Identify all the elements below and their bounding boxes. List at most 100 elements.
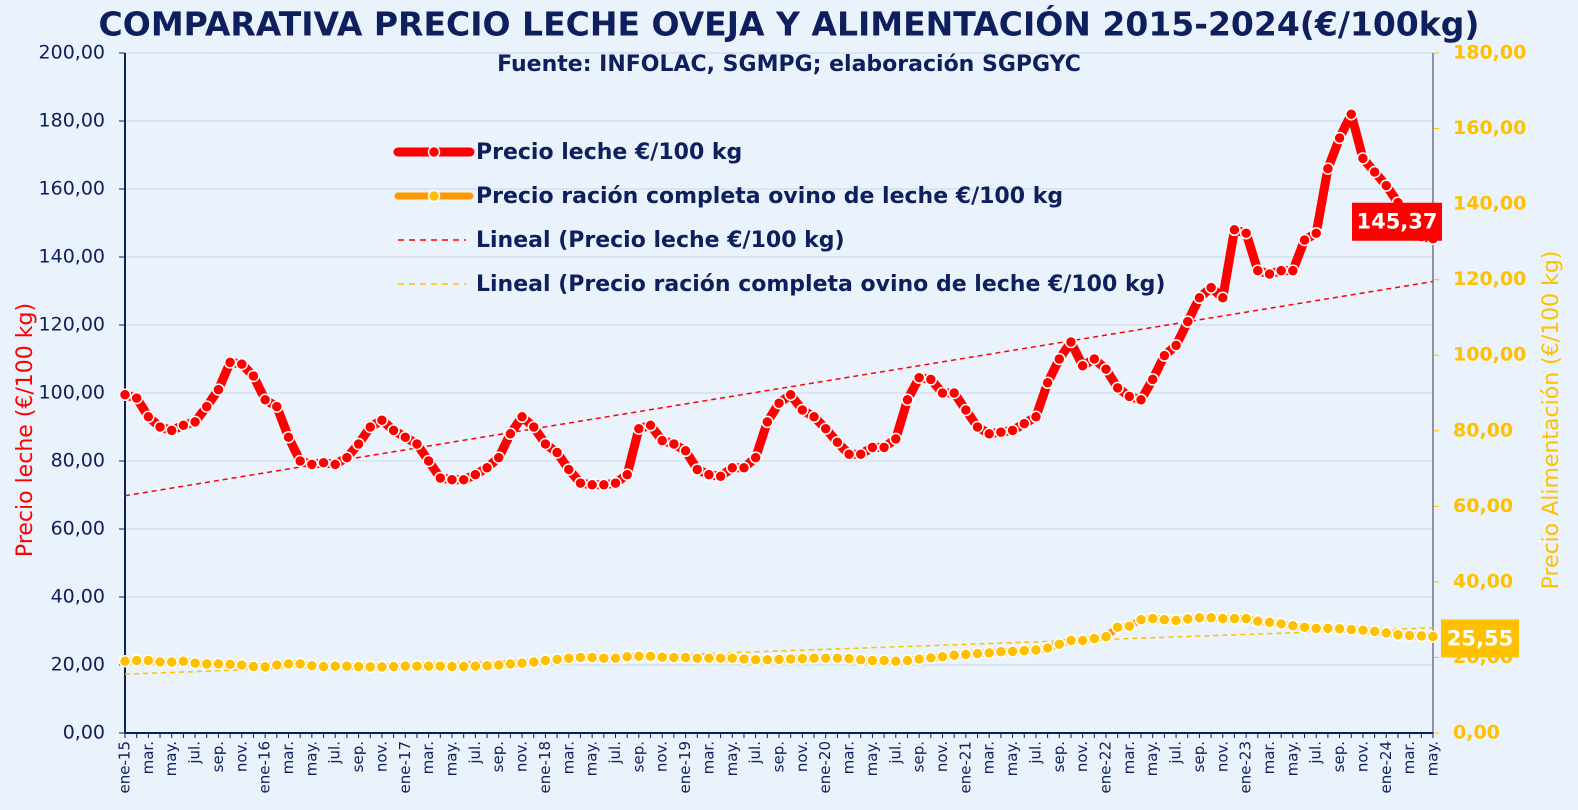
- data-point: [1018, 417, 1031, 430]
- x-tick-label: sep.: [209, 741, 227, 772]
- x-tick-label: sep.: [1330, 741, 1348, 772]
- data-point: [165, 655, 178, 669]
- x-tick-label: mar.: [559, 741, 577, 774]
- data-point: [200, 400, 213, 413]
- x-tick-label: jul.: [1026, 741, 1044, 765]
- data-point: [714, 470, 727, 483]
- data-point: [399, 430, 412, 444]
- data-point: [924, 651, 938, 665]
- data-point: [480, 659, 494, 673]
- x-tick-label: may.: [302, 741, 320, 776]
- y-tick-label: 180,00: [39, 110, 105, 132]
- data-point: [539, 654, 552, 667]
- data-point: [842, 447, 856, 461]
- data-point: [1088, 632, 1101, 645]
- data-point: [959, 648, 973, 661]
- data-point: [258, 393, 272, 407]
- data-point: [118, 388, 132, 401]
- data-point: [422, 659, 435, 673]
- data-point: [410, 659, 424, 673]
- x-tick-label: sep.: [1190, 741, 1208, 772]
- x-tick-label: mar.: [139, 741, 157, 774]
- data-point: [223, 356, 237, 369]
- x-tick-label: nov.: [232, 741, 250, 772]
- data-point: [819, 422, 832, 435]
- data-point: [375, 660, 389, 674]
- data-point: [328, 458, 342, 471]
- data-point: [831, 436, 844, 449]
- data-point: [1169, 614, 1183, 627]
- data-point: [1041, 641, 1054, 655]
- data-point: [515, 656, 529, 670]
- y-tick-label: 120,00: [39, 314, 105, 336]
- data-point: [1368, 625, 1381, 638]
- data-point: [457, 473, 470, 486]
- y-axis-title: Precio leche (€/100 kg): [13, 303, 38, 557]
- legend-label: Precio ración completa ovino de leche €/…: [476, 184, 1063, 209]
- data-point: [1181, 315, 1194, 328]
- data-point: [118, 654, 132, 668]
- y2-axis-title: Precio Alimentación (€/100 kg): [1539, 251, 1564, 590]
- data-point: [807, 651, 821, 665]
- data-point: [212, 383, 225, 396]
- data-point: [947, 386, 961, 400]
- data-point: [527, 420, 540, 434]
- data-point: [212, 657, 225, 671]
- x-tick-label: nov.: [653, 741, 671, 772]
- x-tick-label: may.: [443, 741, 461, 776]
- data-point: [877, 654, 891, 667]
- data-point: [282, 657, 295, 671]
- data-point: [177, 419, 190, 432]
- data-point: [877, 441, 891, 454]
- data-point: [971, 647, 984, 660]
- x-tick-label: ene-15: [116, 741, 134, 793]
- x-tick-label: sep.: [770, 741, 788, 772]
- data-point: [574, 651, 587, 664]
- data-point: [1274, 264, 1288, 277]
- data-point: [130, 654, 143, 667]
- end-label: 25,55: [1447, 626, 1513, 650]
- data-point: [796, 403, 809, 417]
- series-line: [123, 109, 1434, 490]
- x-tick-label: jul.: [606, 741, 624, 765]
- x-tick-label: sep.: [1050, 741, 1068, 772]
- data-point: [550, 446, 564, 459]
- data-point: [1239, 226, 1253, 240]
- data-point: [620, 650, 634, 663]
- data-point: [1309, 622, 1323, 635]
- data-point: [1286, 619, 1300, 632]
- data-point: [1216, 612, 1230, 625]
- data-point: [655, 650, 669, 664]
- data-point: [702, 651, 716, 665]
- data-point: [1181, 612, 1194, 626]
- data-point: [679, 444, 692, 458]
- data-point: [1356, 623, 1370, 637]
- data-point: [1018, 644, 1031, 657]
- data-point: [352, 660, 365, 673]
- data-point: [737, 461, 751, 475]
- y-tick-label: 140,00: [39, 246, 105, 268]
- x-tick-label: ene-23: [1237, 741, 1255, 793]
- x-tick-label: may.: [863, 741, 881, 776]
- end-label: 145,37: [1356, 210, 1437, 234]
- data-point: [270, 400, 284, 413]
- data-point: [1426, 630, 1440, 643]
- data-point: [574, 476, 587, 490]
- data-point: [375, 413, 389, 427]
- x-tick-label: mar.: [840, 741, 858, 774]
- x-tick-label: sep.: [489, 741, 507, 772]
- data-point: [1111, 381, 1124, 395]
- data-point: [352, 437, 365, 451]
- y2-tick-label: 160,00: [1453, 117, 1526, 139]
- data-point: [1356, 152, 1370, 165]
- data-point: [1064, 335, 1078, 349]
- x-tick-label: nov.: [372, 741, 390, 772]
- data-point: [153, 655, 167, 669]
- x-tick-label: nov.: [513, 741, 531, 772]
- data-point: [550, 653, 564, 666]
- data-point: [854, 447, 867, 461]
- data-point: [293, 454, 307, 468]
- data-point: [527, 655, 540, 669]
- data-point: [504, 427, 517, 441]
